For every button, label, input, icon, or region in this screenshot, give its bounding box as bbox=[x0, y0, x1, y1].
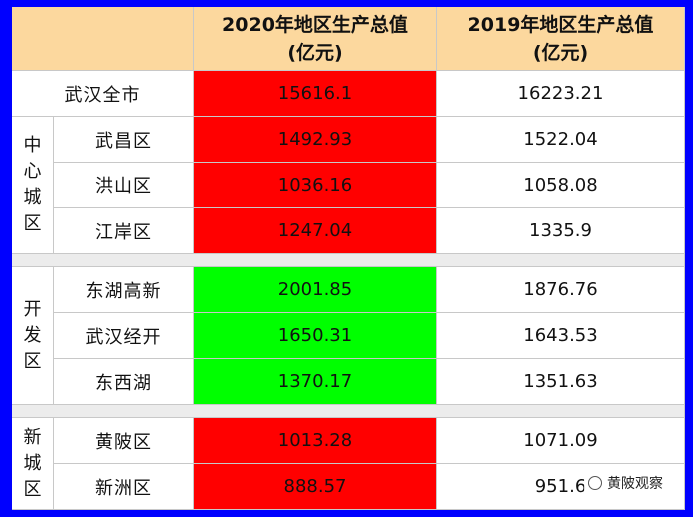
table-row-label: 东西湖 bbox=[54, 359, 194, 405]
watermark: 黄陂观察 bbox=[584, 472, 667, 494]
gdp-table: 2020年地区生产总值 (亿元) 2019年地区生产总值 (亿元) 武汉全市 1… bbox=[12, 7, 685, 510]
header-2020-title: 2020年地区生产总值 bbox=[222, 13, 408, 36]
watermark-text: 黄陂观察 bbox=[607, 476, 663, 492]
table-row-label: 江岸区 bbox=[54, 208, 194, 254]
city-total-2020: 15616.1 bbox=[194, 71, 437, 117]
table-row-2020: 1013.28 bbox=[194, 418, 437, 464]
city-total-label: 武汉全市 bbox=[12, 71, 194, 117]
table-row-2019: 1058.08 bbox=[437, 163, 685, 208]
table-row-2019: 1071.09 bbox=[437, 418, 685, 464]
table-row-label: 洪山区 bbox=[54, 163, 194, 208]
table-row-2019: 1876.76 bbox=[437, 267, 685, 313]
group-label-central: 中 心 城 区 bbox=[12, 117, 54, 254]
table-row-2020: 888.57 bbox=[194, 464, 437, 510]
header-2020-unit: (亿元) bbox=[287, 41, 343, 64]
table-row-2019: 1643.53 bbox=[437, 313, 685, 359]
table-row-label: 新洲区 bbox=[54, 464, 194, 510]
group-divider bbox=[12, 405, 685, 418]
wechat-icon bbox=[588, 476, 602, 490]
table-row-2020: 1370.17 bbox=[194, 359, 437, 405]
table-row-2019: 951.6 bbox=[437, 464, 685, 510]
header-corner bbox=[12, 7, 194, 71]
table-row-2020: 1247.04 bbox=[194, 208, 437, 254]
group-label-development: 开 发 区 bbox=[12, 267, 54, 405]
header-2019-title: 2019年地区生产总值 bbox=[467, 13, 654, 36]
table-row-label: 武汉经开 bbox=[54, 313, 194, 359]
header-2019-unit: (亿元) bbox=[532, 41, 589, 64]
group-label-new: 新 城 区 bbox=[12, 418, 54, 510]
table-row-2020: 1650.31 bbox=[194, 313, 437, 359]
table-row-2020: 2001.85 bbox=[194, 267, 437, 313]
table-row-2020: 1036.16 bbox=[194, 163, 437, 208]
table-row-2019: 1335.9 bbox=[437, 208, 685, 254]
city-total-2019: 16223.21 bbox=[437, 71, 685, 117]
table-row-label: 东湖高新 bbox=[54, 267, 194, 313]
table-row-2020: 1492.93 bbox=[194, 117, 437, 163]
table-row-label: 武昌区 bbox=[54, 117, 194, 163]
header-2019: 2019年地区生产总值 (亿元) bbox=[437, 7, 685, 71]
table-row-label: 黄陂区 bbox=[54, 418, 194, 464]
table-row-2019: 1351.63 bbox=[437, 359, 685, 405]
table-row-2019: 1522.04 bbox=[437, 117, 685, 163]
header-2020: 2020年地区生产总值 (亿元) bbox=[194, 7, 437, 71]
group-divider bbox=[12, 254, 685, 267]
